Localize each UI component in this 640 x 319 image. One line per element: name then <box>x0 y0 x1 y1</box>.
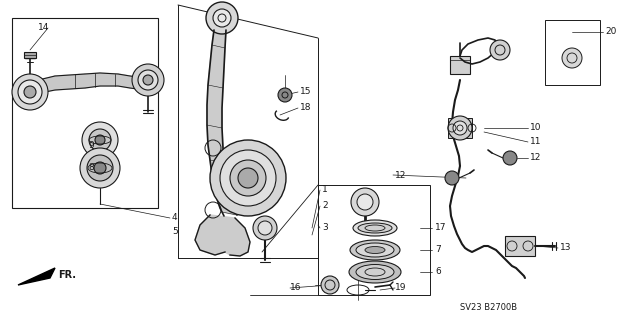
Circle shape <box>321 276 339 294</box>
Circle shape <box>230 160 266 196</box>
Text: 2: 2 <box>322 202 328 211</box>
Ellipse shape <box>358 223 392 233</box>
Circle shape <box>18 80 42 104</box>
Circle shape <box>80 148 120 188</box>
Bar <box>505 236 535 256</box>
Circle shape <box>206 2 238 34</box>
Circle shape <box>490 40 510 60</box>
Polygon shape <box>55 74 85 90</box>
Text: 3: 3 <box>322 224 328 233</box>
Polygon shape <box>145 78 155 92</box>
Circle shape <box>95 135 105 145</box>
Bar <box>448 118 472 138</box>
Circle shape <box>238 168 258 188</box>
Bar <box>12 18 158 208</box>
Polygon shape <box>212 175 229 188</box>
Ellipse shape <box>365 247 385 254</box>
Text: 13: 13 <box>560 243 572 253</box>
Circle shape <box>132 64 164 96</box>
Text: 20: 20 <box>605 27 616 36</box>
Text: 12: 12 <box>530 153 541 162</box>
Polygon shape <box>207 105 222 128</box>
Circle shape <box>89 129 111 151</box>
Text: 15: 15 <box>300 87 312 97</box>
Bar <box>545 20 600 85</box>
Circle shape <box>445 171 459 185</box>
Text: 5: 5 <box>172 227 178 236</box>
Text: 8: 8 <box>88 164 93 173</box>
Polygon shape <box>214 185 231 198</box>
Circle shape <box>12 74 48 110</box>
Text: 10: 10 <box>530 123 541 132</box>
Circle shape <box>220 150 276 206</box>
Polygon shape <box>207 125 223 148</box>
Polygon shape <box>85 73 100 88</box>
Polygon shape <box>207 85 223 108</box>
Polygon shape <box>212 30 226 48</box>
Text: 11: 11 <box>530 137 541 146</box>
Ellipse shape <box>353 220 397 236</box>
Text: FR.: FR. <box>58 270 76 280</box>
Circle shape <box>210 140 286 216</box>
Circle shape <box>143 75 153 85</box>
Circle shape <box>94 162 106 174</box>
Text: SV23 B2700B: SV23 B2700B <box>460 303 517 313</box>
Circle shape <box>258 221 272 235</box>
Polygon shape <box>118 74 130 88</box>
Polygon shape <box>208 65 224 88</box>
Circle shape <box>253 216 277 240</box>
Circle shape <box>357 194 373 210</box>
Circle shape <box>448 116 472 140</box>
Circle shape <box>138 70 158 90</box>
Circle shape <box>278 88 292 102</box>
Text: 1: 1 <box>322 186 328 195</box>
Polygon shape <box>195 215 250 256</box>
Polygon shape <box>210 45 225 68</box>
Circle shape <box>87 155 113 181</box>
Ellipse shape <box>349 261 401 283</box>
Polygon shape <box>210 160 227 178</box>
Polygon shape <box>218 202 235 210</box>
Ellipse shape <box>350 240 400 260</box>
Ellipse shape <box>356 243 394 257</box>
Bar <box>318 185 430 295</box>
Polygon shape <box>208 145 225 163</box>
Bar <box>24 52 36 58</box>
Text: 7: 7 <box>435 246 441 255</box>
Polygon shape <box>220 208 237 215</box>
Text: 9: 9 <box>88 140 93 150</box>
Circle shape <box>82 122 118 158</box>
Circle shape <box>453 121 467 135</box>
Text: 19: 19 <box>395 284 406 293</box>
Text: 17: 17 <box>435 224 447 233</box>
Text: 14: 14 <box>38 24 49 33</box>
Circle shape <box>24 86 36 98</box>
Circle shape <box>351 188 379 216</box>
Polygon shape <box>100 73 118 86</box>
Polygon shape <box>130 76 145 90</box>
Polygon shape <box>18 268 55 285</box>
Text: 18: 18 <box>300 103 312 113</box>
Polygon shape <box>30 76 55 95</box>
Polygon shape <box>18 82 30 100</box>
Text: 16: 16 <box>290 284 301 293</box>
Text: 12: 12 <box>395 170 406 180</box>
Circle shape <box>213 9 231 27</box>
Circle shape <box>562 48 582 68</box>
Polygon shape <box>216 195 233 205</box>
Ellipse shape <box>356 264 394 279</box>
Text: 4: 4 <box>172 213 178 222</box>
Bar <box>450 56 470 74</box>
Circle shape <box>503 151 517 165</box>
Text: 6: 6 <box>435 268 441 277</box>
